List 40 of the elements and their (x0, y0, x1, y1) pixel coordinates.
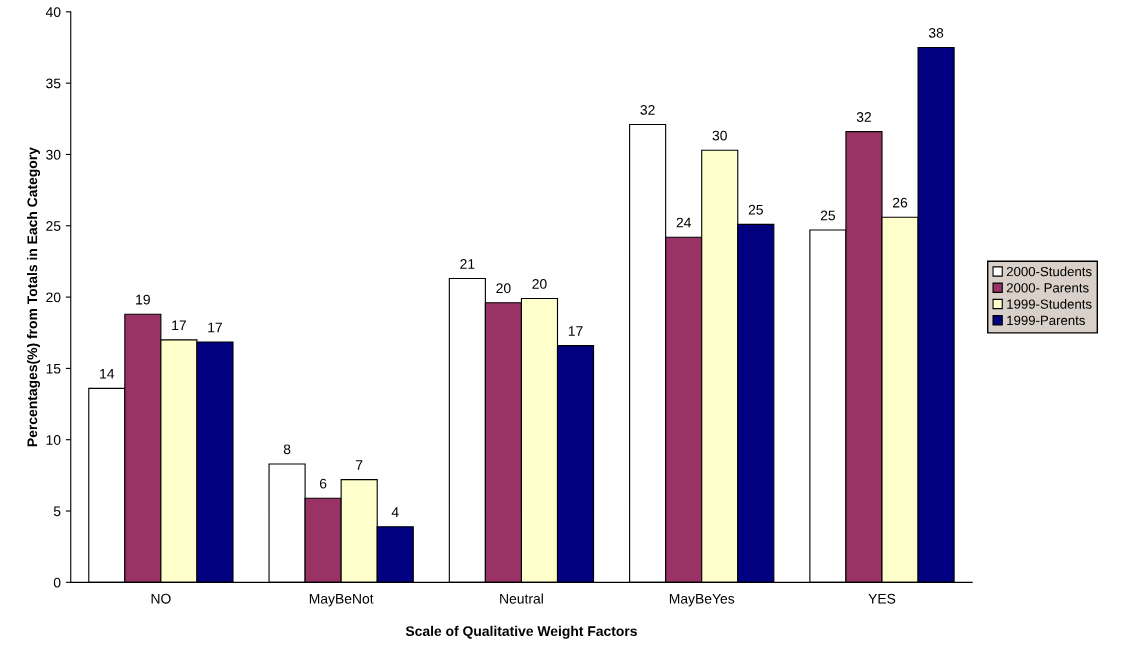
y-axis-title: Percentages(%) from Totals in Each Category (27, 147, 41, 447)
data-label: 20 (496, 283, 511, 294)
data-label: 17 (208, 322, 222, 333)
y-tick-label: 15 (46, 363, 61, 374)
legend-label: 1999-Students (1007, 299, 1092, 309)
y-tick-label: 40 (45, 7, 61, 18)
y-tick-label: 10 (46, 435, 61, 445)
x-tick-label: MayBeNot (309, 593, 374, 607)
data-label: 32 (640, 104, 655, 115)
data-label: 20 (532, 278, 547, 289)
data-label: 19 (136, 294, 150, 305)
data-label: 17 (172, 320, 186, 331)
data-label: 14 (100, 368, 115, 379)
data-label: 32 (856, 112, 871, 122)
data-label: 38 (928, 27, 944, 38)
data-label: 25 (820, 210, 836, 221)
data-label: 21 (460, 259, 475, 269)
legend-label: 1999-Parents (1007, 315, 1085, 326)
x-tick-label: YES (868, 593, 896, 604)
x-tick-label: Neutral (500, 593, 543, 604)
data-label: 30 (712, 130, 727, 141)
legend-label: 2000- Parents (1006, 283, 1089, 293)
data-label: 7 (356, 460, 363, 470)
y-tick-label: 0 (53, 577, 61, 588)
x-tick-label: MayBeYes (669, 593, 735, 607)
y-tick-label: 35 (46, 78, 61, 89)
y-tick-label: 20 (46, 292, 61, 303)
y-tick-label: 30 (46, 149, 61, 160)
legend-label: 2000-Students (1006, 266, 1092, 277)
x-tick-label: NO (151, 593, 171, 604)
y-tick-label: 5 (53, 506, 61, 517)
data-label: 8 (283, 444, 291, 455)
data-label: 26 (893, 197, 908, 208)
data-label: 6 (319, 478, 327, 489)
data-label: 4 (391, 507, 399, 517)
y-tick-label: 25 (46, 221, 61, 231)
x-axis-title: Scale of Qualitative Weight Factors (405, 625, 637, 639)
data-label: 17 (568, 326, 583, 336)
data-label: 25 (748, 204, 763, 215)
data-label: 24 (676, 217, 692, 228)
